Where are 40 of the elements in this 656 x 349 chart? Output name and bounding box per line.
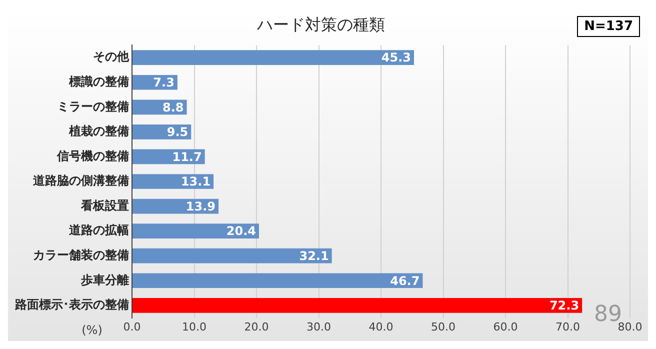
y-tick-label: カラー舗装の整備 (33, 248, 129, 262)
x-tick-label: 20.0 (244, 320, 269, 334)
bar (132, 224, 259, 238)
y-tick-label: 信号機の整備 (56, 148, 129, 163)
y-tick-label: ミラーの整備 (57, 99, 129, 114)
text: N=137 (577, 16, 640, 37)
y-tick-label: 標識の整備 (68, 74, 129, 88)
data-label: 46.7 (390, 274, 420, 288)
data-label: 45.3 (381, 50, 411, 65)
data-label: 8.8 (162, 100, 184, 114)
data-label: 7.3 (153, 76, 174, 90)
bar (132, 273, 423, 288)
bar (132, 248, 332, 264)
x-tick-label: 80.0 (618, 320, 642, 334)
x-tick-label: 10.0 (182, 320, 206, 334)
data-label: 13.1 (180, 174, 211, 189)
x-tick-label: 50.0 (431, 320, 456, 334)
chart-title: ハード対策の種類 (256, 14, 385, 34)
data-label: 32.1 (299, 248, 329, 263)
data-label: 20.4 (226, 224, 256, 238)
x-tick-label: 60.0 (493, 320, 518, 334)
data-label: 11.7 (172, 150, 202, 164)
y-tick-label: 植栽の整備 (68, 124, 129, 138)
x-tick-label: 40.0 (368, 320, 394, 334)
x-tick-label: 0.0 (123, 320, 141, 334)
bar (132, 298, 582, 313)
x-tick-label: 70.0 (556, 320, 580, 334)
x-tick-label: 30.0 (306, 320, 331, 334)
data-label: 9.5 (166, 125, 188, 140)
bar (132, 50, 414, 66)
x-axis-title: (%) (82, 322, 102, 337)
bar (132, 174, 214, 189)
y-tick-label: 道路の拡幅 (68, 223, 129, 238)
y-tick-label: 道路脇の側溝整備 (32, 174, 129, 188)
y-tick-label: 看板設置 (80, 198, 129, 212)
y-tick-label: 路面標示･表示の整備 (14, 298, 129, 312)
y-tick-label: その他 (93, 50, 130, 64)
data-label: 72.3 (549, 298, 580, 313)
data-label: 13.9 (186, 199, 216, 214)
y-tick-label: 歩車分離 (80, 272, 129, 287)
